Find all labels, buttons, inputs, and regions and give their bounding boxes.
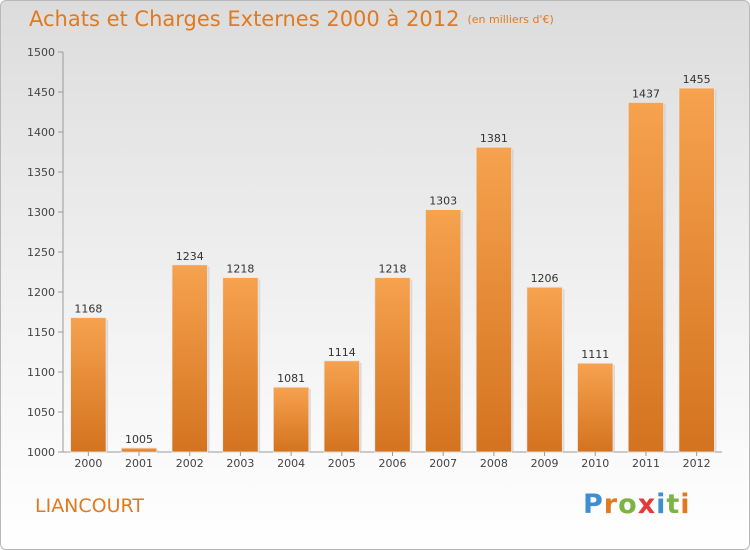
x-tick-label: 2006 [379,457,407,470]
x-tick-label: 2009 [531,457,559,470]
y-tick-label: 1100 [27,366,55,379]
x-tick-label: 2007 [429,457,457,470]
bar [627,102,665,453]
x-tick-label: 2004 [277,457,305,470]
bar [425,209,462,453]
bar [678,87,715,453]
x-tick-label: 2011 [632,457,660,470]
x-tick-label: 2008 [480,457,508,470]
x-tick-label: 2001 [125,457,153,470]
y-tick-label: 1300 [27,206,55,219]
x-tick-label: 2012 [683,457,711,470]
x-tick-label: 2005 [328,457,356,470]
y-tick-label: 1450 [27,86,55,99]
x-tick-label: 2002 [176,457,204,470]
bar-value-label: 1111 [581,348,609,361]
bar [272,386,310,453]
bar-value-label: 1437 [632,87,660,100]
y-tick-label: 1250 [27,246,55,259]
x-tick-label: 2000 [74,457,102,470]
bar-value-label: 1081 [277,372,305,385]
y-tick-label: 1200 [27,286,55,299]
bar [222,277,259,453]
bar [171,264,208,453]
bar [70,317,107,453]
bar [577,362,614,453]
bar-value-label: 1381 [480,132,508,145]
bar [374,277,411,453]
bar [526,286,563,453]
bar-value-label: 1168 [74,303,102,316]
chart-title: Achats et Charges Externes 2000 à 2012 (e… [29,7,554,31]
y-tick-label: 1150 [27,326,55,339]
commune-name: LIANCOURT [35,495,144,517]
proxiti-logo: Proxiti [583,489,691,520]
y-tick-label: 1500 [27,46,55,59]
bar-value-label: 1206 [531,272,559,285]
bar-value-label: 1005 [125,433,153,446]
bar-value-label: 1218 [226,263,254,276]
bar-value-label: 1234 [176,250,204,263]
chart-title-text: Achats et Charges Externes 2000 à 2012 [29,7,460,31]
bar-value-label: 1455 [683,73,711,86]
bar-value-label: 1218 [379,263,407,276]
x-tick-label: 2010 [581,457,609,470]
bar [120,447,158,453]
chart-unit: (en milliers d'€) [467,13,554,26]
bar [323,360,360,453]
y-tick-label: 1350 [27,166,55,179]
x-tick-label: 2003 [226,457,254,470]
bar [475,146,513,453]
y-tick-label: 1400 [27,126,55,139]
bar-value-label: 1303 [429,195,457,208]
y-tick-label: 1050 [27,406,55,419]
bar-value-label: 1114 [328,346,356,359]
y-tick-label: 1000 [27,446,55,459]
